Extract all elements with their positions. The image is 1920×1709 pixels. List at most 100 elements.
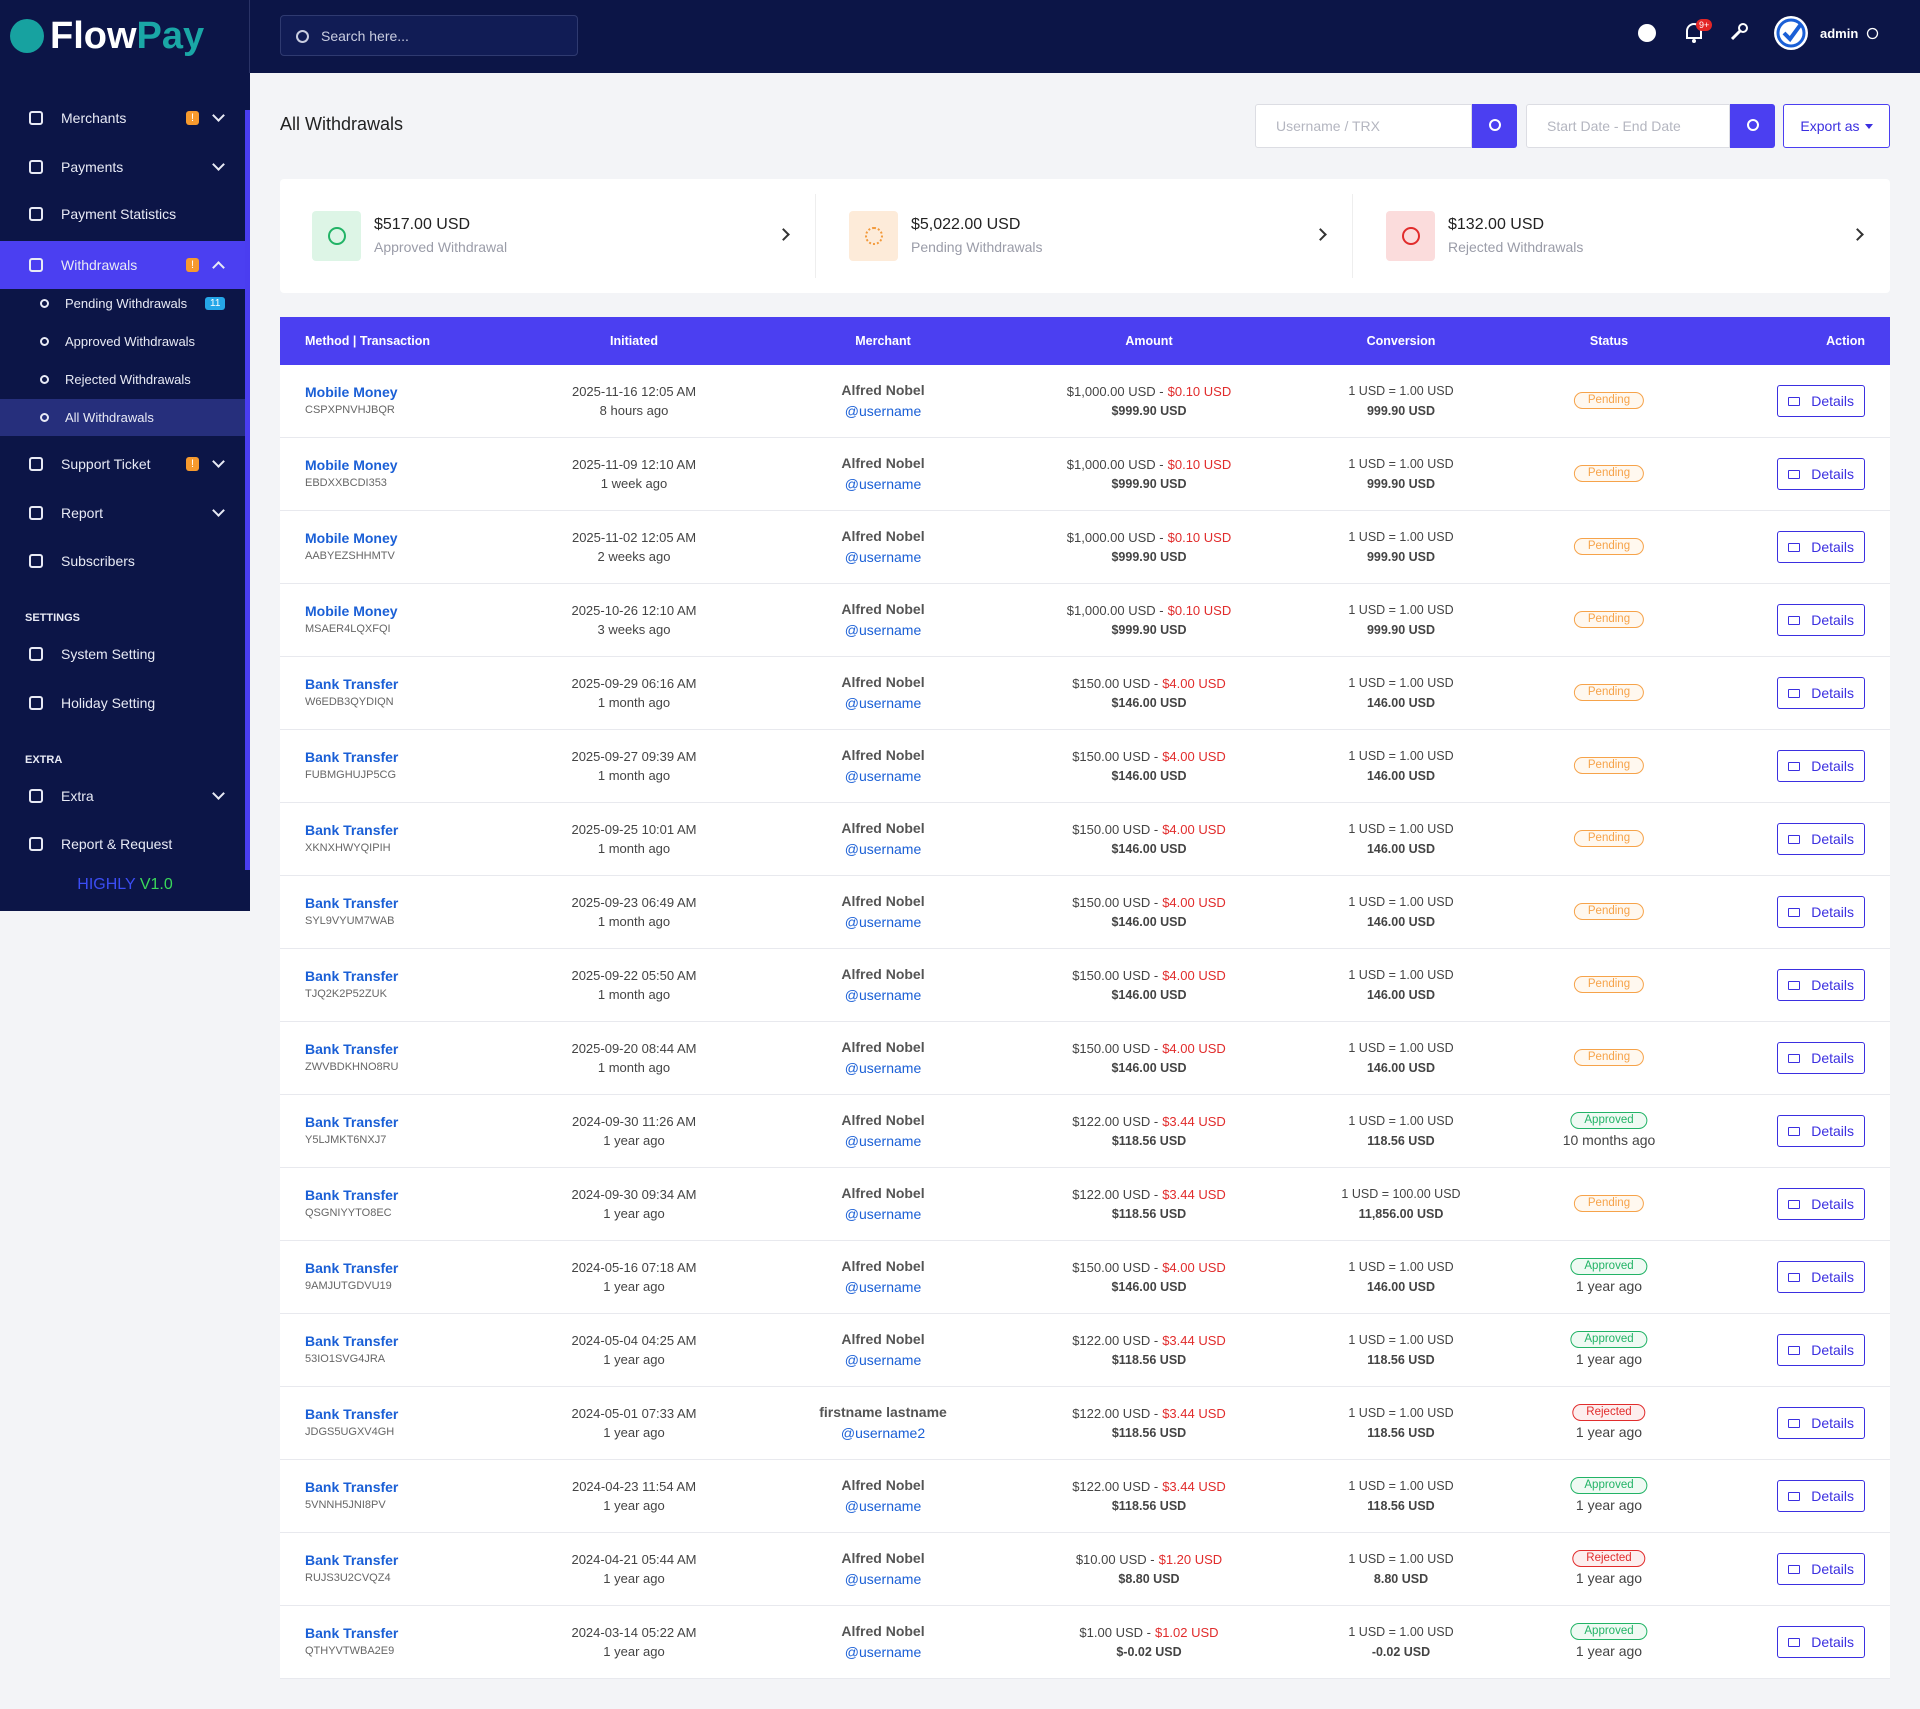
- details-button[interactable]: Details: [1777, 1188, 1865, 1220]
- merchant-username[interactable]: @username: [844, 1644, 922, 1660]
- method[interactable]: Mobile Money: [305, 530, 398, 546]
- method[interactable]: Bank Transfer: [305, 968, 399, 984]
- method[interactable]: Bank Transfer: [305, 749, 399, 765]
- merchant-username[interactable]: @username: [844, 403, 922, 419]
- stat-item[interactable]: $517.00 USD Approved Withdrawal: [280, 179, 816, 293]
- method[interactable]: Bank Transfer: [305, 895, 399, 911]
- details-button[interactable]: Details: [1777, 1334, 1865, 1366]
- merchant-username[interactable]: @username: [844, 768, 922, 784]
- rate: 1 USD = 1.00 USD: [1348, 1114, 1454, 1128]
- merchant-username[interactable]: @username: [844, 1352, 922, 1368]
- details-button[interactable]: Details: [1777, 1042, 1865, 1074]
- details-button[interactable]: Details: [1777, 677, 1865, 709]
- tools-icon[interactable]: [1729, 22, 1749, 42]
- merchant-username[interactable]: @username: [844, 914, 922, 930]
- search-button[interactable]: [1730, 104, 1775, 148]
- merchant-username[interactable]: @username: [844, 1279, 922, 1295]
- details-button[interactable]: Details: [1777, 1553, 1865, 1585]
- details-button[interactable]: Details: [1777, 604, 1865, 636]
- nav-item[interactable]: Report & Request: [0, 824, 245, 864]
- details-button[interactable]: Details: [1777, 969, 1865, 1001]
- nav-item[interactable]: System Setting: [0, 634, 245, 674]
- details-button[interactable]: Details: [1777, 531, 1865, 563]
- merchant-username[interactable]: @username: [844, 1060, 922, 1076]
- merchant-username[interactable]: @username: [844, 476, 922, 492]
- logo[interactable]: Flow Pay: [10, 14, 204, 58]
- nav-item[interactable]: All Withdrawals: [0, 399, 245, 436]
- nav-label: Support Ticket: [61, 456, 151, 472]
- nav-item[interactable]: Extra: [0, 776, 245, 816]
- amount: $1,000.00 USD -: [1066, 457, 1164, 472]
- export-button[interactable]: Export as: [1783, 104, 1890, 148]
- details-button[interactable]: Details: [1777, 896, 1865, 928]
- rate: 1 USD = 1.00 USD: [1348, 1333, 1454, 1347]
- merchant-username[interactable]: @username: [844, 695, 922, 711]
- stat-item[interactable]: $132.00 USD Rejected Withdrawals: [1354, 179, 1890, 293]
- details-button[interactable]: Details: [1777, 1407, 1865, 1439]
- nav-item[interactable]: Support Ticket!: [0, 444, 245, 484]
- merchant-username[interactable]: @username: [844, 1133, 922, 1149]
- details-button[interactable]: Details: [1777, 385, 1865, 417]
- merchant-username[interactable]: @username: [844, 622, 922, 638]
- amount: $122.00 USD -: [1072, 1333, 1159, 1348]
- user-menu-icon[interactable]: [1866, 27, 1879, 40]
- details-button[interactable]: Details: [1777, 1261, 1865, 1293]
- nav-item[interactable]: Withdrawals!: [0, 241, 245, 289]
- details-button[interactable]: Details: [1777, 823, 1865, 855]
- method[interactable]: Mobile Money: [305, 384, 398, 400]
- method[interactable]: Bank Transfer: [305, 822, 399, 838]
- merchant-username[interactable]: @username: [844, 1571, 922, 1587]
- button-label: Details: [1811, 612, 1854, 628]
- transaction-id: RUJS3U2CVQZ4: [305, 1572, 391, 1584]
- username-filter[interactable]: Username / TRX: [1255, 104, 1472, 148]
- method[interactable]: Mobile Money: [305, 457, 398, 473]
- details-button[interactable]: Details: [1777, 1480, 1865, 1512]
- nav-icon: [29, 506, 43, 520]
- charge: $0.10 USD: [1167, 603, 1232, 618]
- method[interactable]: Bank Transfer: [305, 1552, 399, 1568]
- table-header: Method | Transaction Initiated Merchant Amo…: [280, 317, 1890, 365]
- logo-mark: [10, 19, 44, 53]
- method[interactable]: Bank Transfer: [305, 1479, 399, 1495]
- method[interactable]: Bank Transfer: [305, 1041, 399, 1057]
- transaction-id: QSGNIYYTO8EC: [305, 1207, 392, 1219]
- method[interactable]: Bank Transfer: [305, 1260, 399, 1276]
- button-label: Details: [1811, 1634, 1854, 1650]
- method[interactable]: Bank Transfer: [305, 1187, 399, 1203]
- details-button[interactable]: Details: [1777, 1115, 1865, 1147]
- method[interactable]: Bank Transfer: [305, 1114, 399, 1130]
- nav-item[interactable]: Payment Statistics: [0, 194, 245, 234]
- merchant-username[interactable]: @username: [844, 1498, 922, 1514]
- date-filter[interactable]: Start Date - End Date: [1526, 104, 1730, 148]
- nav-item[interactable]: Holiday Setting: [0, 683, 245, 723]
- merchant-username[interactable]: @username2: [840, 1425, 926, 1441]
- avatar[interactable]: [1773, 15, 1809, 51]
- merchant-username[interactable]: @username: [844, 841, 922, 857]
- method[interactable]: Bank Transfer: [305, 676, 399, 692]
- nav-item[interactable]: Payments: [0, 147, 245, 187]
- merchant-username[interactable]: @username: [844, 549, 922, 565]
- status-badge: Rejected: [1572, 1404, 1646, 1421]
- details-button[interactable]: Details: [1777, 750, 1865, 782]
- amount: $122.00 USD -: [1072, 1114, 1159, 1129]
- merchant-username[interactable]: @username: [844, 987, 922, 1003]
- stat-item[interactable]: $5,022.00 USD Pending Withdrawals: [817, 179, 1353, 293]
- user-name[interactable]: admin: [1820, 26, 1859, 41]
- details-button[interactable]: Details: [1777, 458, 1865, 490]
- method[interactable]: Bank Transfer: [305, 1625, 399, 1641]
- date: 2025-09-23 06:49 AM: [571, 895, 697, 910]
- method[interactable]: Mobile Money: [305, 603, 398, 619]
- nav-item[interactable]: Rejected Withdrawals: [0, 361, 245, 398]
- globe-icon[interactable]: [1636, 22, 1658, 44]
- merchant-username[interactable]: @username: [844, 1206, 922, 1222]
- nav-item[interactable]: Merchants!: [0, 98, 245, 138]
- nav-item[interactable]: Report: [0, 493, 245, 533]
- nav-item[interactable]: Subscribers: [0, 541, 245, 581]
- search-input[interactable]: Search here...: [280, 15, 578, 56]
- search-button[interactable]: [1472, 104, 1517, 148]
- nav-item[interactable]: Pending Withdrawals 11: [0, 285, 245, 322]
- details-button[interactable]: Details: [1777, 1626, 1865, 1658]
- method[interactable]: Bank Transfer: [305, 1333, 399, 1349]
- nav-item[interactable]: Approved Withdrawals: [0, 323, 245, 360]
- method[interactable]: Bank Transfer: [305, 1406, 399, 1422]
